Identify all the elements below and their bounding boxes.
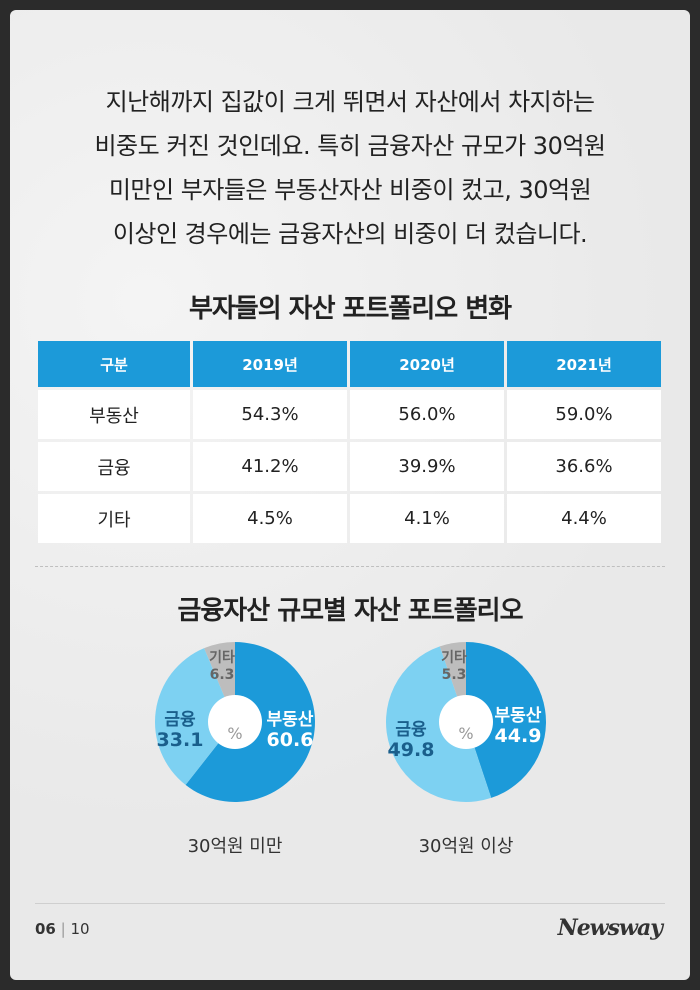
pie-chart-under-3b	[155, 642, 315, 802]
table-row: 부동산 54.3% 56.0% 59.0%	[38, 390, 661, 439]
total-pages: 10	[70, 920, 90, 938]
pie-label-finance: 금융 33.1	[155, 710, 205, 750]
table-cell: 부동산	[38, 390, 190, 439]
pie-caption: 30억원 미만	[187, 836, 283, 857]
table-cell: 36.6%	[507, 442, 661, 491]
pie-center-label: %	[458, 724, 474, 743]
section-divider	[35, 566, 665, 567]
pie-section-title: 금융자산 규모별 자산 포트폴리오	[177, 596, 523, 626]
table-header-cell: 2019년	[193, 341, 347, 387]
pie-label-other: 기타 6.3	[200, 650, 244, 684]
slice-name: 부동산	[266, 710, 314, 730]
table-header-cell: 구분	[38, 341, 190, 387]
pie-caption: 30억원 이상	[418, 836, 514, 857]
slice-name: 기타	[441, 650, 467, 666]
pie-center-hole	[208, 695, 262, 749]
table-header-cell: 2021년	[507, 341, 661, 387]
slice-value: 49.8	[387, 739, 435, 761]
table-header-cell: 2020년	[350, 341, 504, 387]
table-row: 금융 41.2% 39.9% 36.6%	[38, 442, 661, 491]
footer-divider	[35, 903, 665, 904]
pie-label-realestate: 부동산 44.9	[482, 706, 554, 746]
pie-label-finance: 금융 49.8	[385, 720, 437, 760]
intro-line: 지난해까지 집값이 크게 뛰면서 자산에서 차지하는	[105, 88, 595, 116]
page-separator: |	[60, 920, 66, 938]
pie-center-label: %	[227, 724, 243, 743]
table-cell: 56.0%	[350, 390, 504, 439]
pie-label-realestate: 부동산 60.6	[255, 710, 325, 750]
table-cell: 4.5%	[193, 494, 347, 543]
table-cell: 기타	[38, 494, 190, 543]
intro-line: 비중도 커진 것인데요. 특히 금융자산 규모가 30억원	[94, 132, 606, 160]
table-cell: 금융	[38, 442, 190, 491]
intro-line: 미만인 부자들은 부동산자산 비중이 컸고, 30억원	[108, 176, 592, 204]
pie-svg	[385, 642, 546, 803]
slice-name: 기타	[209, 650, 235, 666]
table-header-row: 구분 2019년 2020년 2021년	[38, 341, 661, 387]
intro-text: 지난해까지 집값이 크게 뛰면서 자산에서 차지하는 비중도 커진 것인데요. …	[0, 80, 700, 256]
current-page: 06	[35, 920, 56, 938]
table-cell: 4.1%	[350, 494, 504, 543]
table-cell: 4.4%	[507, 494, 661, 543]
slice-name: 금융	[164, 710, 196, 730]
slice-name: 금융	[395, 720, 427, 740]
table-cell: 59.0%	[507, 390, 661, 439]
intro-line: 이상인 경우에는 금융자산의 비중이 더 컸습니다.	[112, 220, 588, 248]
table-title: 부자들의 자산 포트폴리오 변화	[188, 294, 512, 324]
newsway-logo: Newsway	[557, 915, 663, 941]
page-number: 06 | 10	[35, 920, 90, 938]
table-cell: 39.9%	[350, 442, 504, 491]
pie-svg	[155, 642, 315, 802]
table-row: 기타 4.5% 4.1% 4.4%	[38, 494, 661, 543]
pie-slice	[155, 648, 235, 785]
slice-value: 6.3	[209, 667, 235, 683]
pie-label-other: 기타 5.3	[432, 650, 476, 684]
pie-slice	[466, 642, 546, 798]
table-cell: 54.3%	[193, 390, 347, 439]
portfolio-table: 구분 2019년 2020년 2021년 부동산 54.3% 56.0% 59.…	[35, 338, 664, 546]
slice-name: 부동산	[494, 706, 542, 726]
pie-slice	[385, 646, 492, 803]
slice-value: 5.3	[441, 667, 467, 683]
slice-value: 60.6	[266, 729, 314, 751]
slice-value: 44.9	[494, 725, 542, 747]
table-cell: 41.2%	[193, 442, 347, 491]
slice-value: 33.1	[156, 729, 204, 751]
pie-center-hole	[439, 695, 493, 749]
pie-chart-over-3b	[385, 642, 546, 803]
